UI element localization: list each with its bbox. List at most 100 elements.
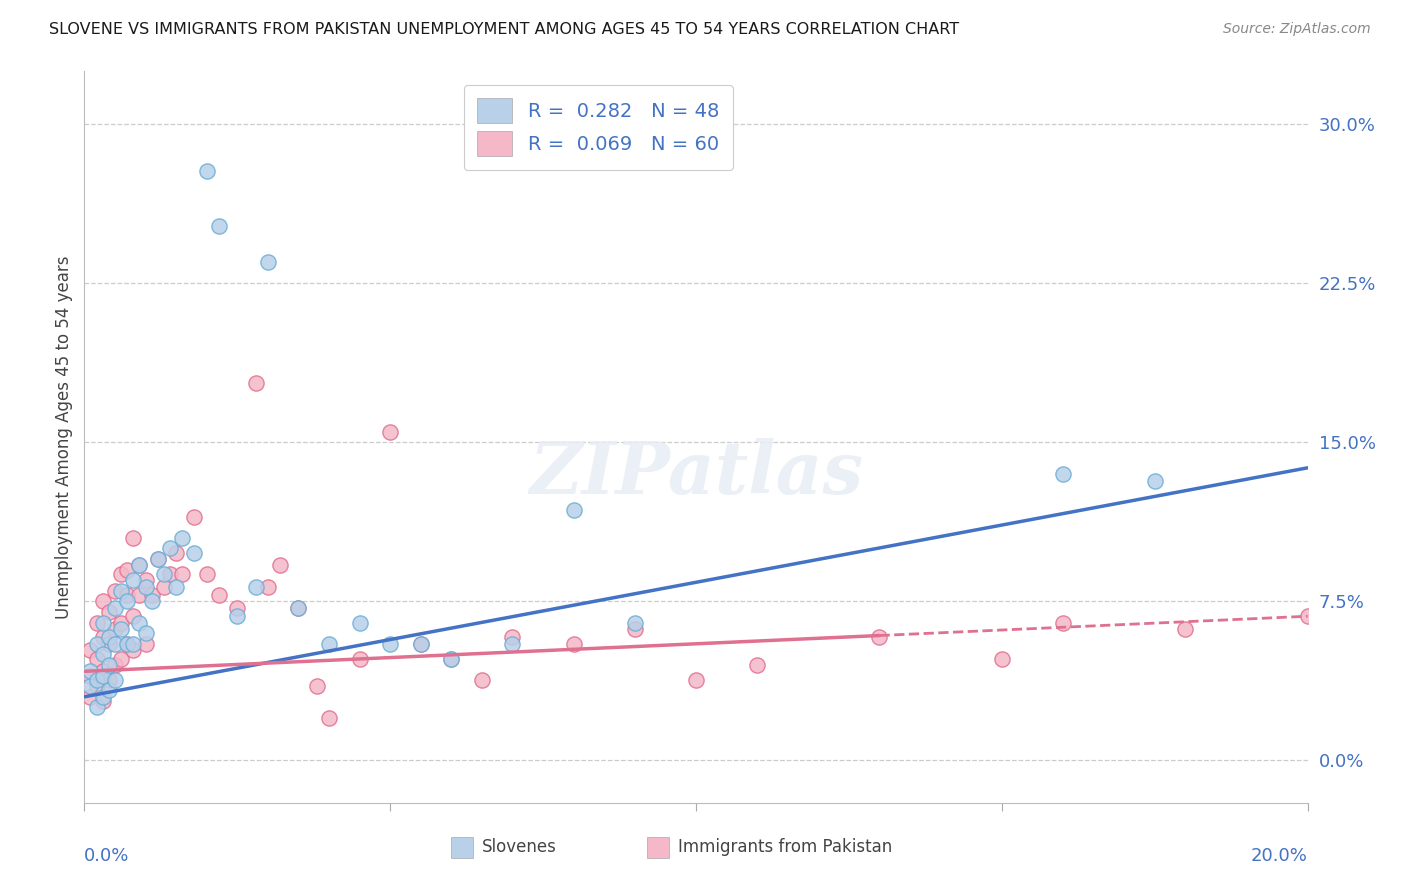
Point	[869, 631, 891, 645]
Point	[183, 546, 205, 560]
Point	[165, 546, 187, 560]
Text: 20.0%: 20.0%	[1251, 847, 1308, 864]
Point	[269, 558, 291, 573]
Point	[409, 637, 432, 651]
Point	[97, 637, 120, 651]
Point	[91, 631, 114, 645]
Point	[1296, 609, 1319, 624]
Point	[104, 600, 127, 615]
Point	[257, 255, 280, 269]
Point	[128, 588, 150, 602]
Text: Slovenes: Slovenes	[482, 838, 557, 856]
Point	[1052, 467, 1074, 482]
Point	[122, 643, 145, 657]
Point	[159, 541, 181, 556]
Point	[159, 566, 181, 581]
Point	[86, 637, 108, 651]
Point	[122, 573, 145, 587]
Point	[226, 609, 249, 624]
Point	[287, 600, 309, 615]
Point	[110, 583, 132, 598]
Point	[208, 219, 231, 234]
Point	[624, 622, 647, 636]
Point	[86, 651, 108, 665]
Point	[86, 700, 108, 714]
Point	[226, 600, 249, 615]
Point	[195, 164, 218, 178]
Point	[153, 566, 176, 581]
Point	[91, 615, 114, 630]
Point	[91, 665, 114, 679]
Point	[115, 588, 138, 602]
Point	[110, 566, 132, 581]
Point	[97, 631, 120, 645]
Point	[1052, 615, 1074, 630]
Point	[562, 637, 585, 651]
Point	[318, 637, 340, 651]
Point	[91, 694, 114, 708]
Point	[122, 637, 145, 651]
Point	[97, 605, 120, 619]
Point	[91, 690, 114, 704]
Point	[153, 580, 176, 594]
FancyBboxPatch shape	[647, 838, 669, 858]
Point	[562, 503, 585, 517]
Point	[122, 531, 145, 545]
Point	[110, 615, 132, 630]
Point	[141, 588, 163, 602]
Point	[349, 651, 371, 665]
Point	[79, 679, 101, 693]
Point	[122, 609, 145, 624]
Point	[86, 673, 108, 687]
Point	[79, 690, 101, 704]
Point	[409, 637, 432, 651]
Point	[97, 683, 120, 698]
Point	[1174, 622, 1197, 636]
Point	[115, 637, 138, 651]
Point	[135, 637, 157, 651]
Point	[115, 563, 138, 577]
Point	[146, 552, 169, 566]
FancyBboxPatch shape	[451, 838, 474, 858]
Point	[86, 679, 108, 693]
Point	[380, 425, 402, 439]
Point	[440, 651, 463, 665]
Point	[685, 673, 707, 687]
Point	[208, 588, 231, 602]
Point	[165, 580, 187, 594]
Point	[97, 673, 120, 687]
Point	[110, 651, 132, 665]
Point	[195, 566, 218, 581]
Point	[104, 658, 127, 673]
Text: 0.0%: 0.0%	[84, 847, 129, 864]
Point	[991, 651, 1014, 665]
Point	[79, 643, 101, 657]
Point	[245, 376, 267, 390]
Point	[380, 637, 402, 651]
Point	[135, 580, 157, 594]
Text: ZIPatlas: ZIPatlas	[529, 438, 863, 509]
Text: Source: ZipAtlas.com: Source: ZipAtlas.com	[1223, 22, 1371, 37]
Point	[115, 594, 138, 608]
Point	[79, 668, 101, 682]
Point	[104, 637, 127, 651]
Point	[141, 594, 163, 608]
Point	[91, 668, 114, 682]
Point	[747, 658, 769, 673]
Point	[318, 711, 340, 725]
Point	[172, 566, 194, 581]
Point	[146, 552, 169, 566]
Point	[502, 637, 524, 651]
Point	[349, 615, 371, 630]
Point	[257, 580, 280, 594]
Point	[128, 558, 150, 573]
Point	[135, 626, 157, 640]
Point	[115, 637, 138, 651]
Point	[305, 679, 328, 693]
Text: Immigrants from Pakistan: Immigrants from Pakistan	[678, 838, 891, 856]
Point	[245, 580, 267, 594]
Point	[502, 631, 524, 645]
Point	[110, 622, 132, 636]
Point	[183, 509, 205, 524]
Point	[471, 673, 494, 687]
